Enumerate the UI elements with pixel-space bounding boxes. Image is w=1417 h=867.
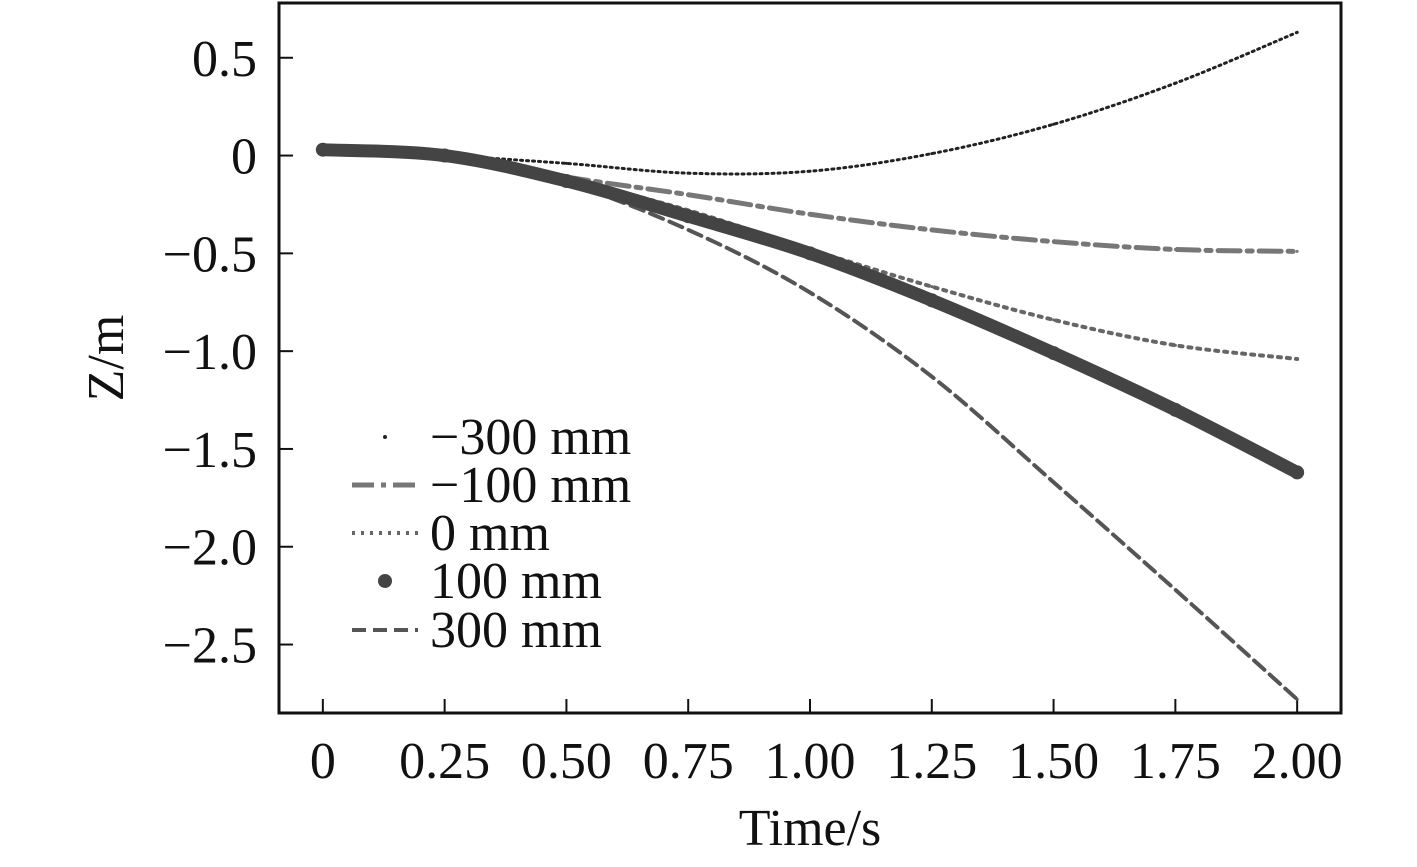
legend-label-2: 0 mm (430, 505, 550, 562)
data-point-series-3 (1046, 346, 1061, 361)
data-point-series-0 (808, 169, 812, 173)
data-point-series-3 (1290, 465, 1305, 480)
data-point-series-1 (808, 212, 812, 216)
data-point-series-3 (924, 293, 939, 308)
x-axis: 0 0.25 0.50 0.75 1.00 1.25 1.50 1.75 2.00 (310, 699, 1343, 790)
data-point-series-0 (1052, 122, 1056, 126)
y-tick-label: 0.5 (192, 31, 257, 88)
y-axis: 0.5 0 −0.5 −1.0 −1.5 −2.0 −2.5 (163, 31, 293, 675)
y-tick-label: −0.5 (163, 226, 257, 283)
x-tick-label: 1.75 (1130, 733, 1221, 790)
data-point-series-4 (1295, 697, 1299, 701)
data-point-series-4 (686, 228, 690, 232)
data-point-series-3 (1168, 402, 1183, 417)
series-layer (315, 30, 1305, 702)
data-point-series-4 (808, 290, 812, 294)
data-point-series-1 (1052, 240, 1056, 244)
data-point-series-1 (1295, 249, 1299, 253)
data-point-series-1 (686, 193, 690, 197)
data-point-series-3 (437, 148, 452, 163)
legend-label-4: 300 mm (430, 602, 602, 659)
x-tick-label: 2.00 (1252, 733, 1343, 790)
data-point-series-1 (1173, 247, 1177, 251)
data-point-series-0 (930, 152, 934, 156)
data-point-series-2 (930, 285, 934, 289)
y-tick-label: −1.0 (163, 324, 257, 381)
x-tick-label: 1.00 (765, 733, 856, 790)
x-tick-label: 1.50 (1008, 733, 1099, 790)
data-point-series-3 (559, 173, 574, 188)
y-tick-label: −1.5 (163, 422, 257, 479)
x-tick-label: 0.25 (399, 733, 490, 790)
legend-swatch-0 (383, 435, 387, 439)
data-point-series-2 (1173, 343, 1177, 347)
data-point-series-3 (681, 209, 696, 224)
data-point-series-2 (1052, 318, 1056, 322)
data-point-series-3 (803, 246, 817, 261)
x-tick-label: 0.75 (643, 733, 734, 790)
data-point-series-0 (1173, 81, 1177, 85)
x-tick-label: 1.25 (886, 733, 977, 790)
data-point-series-0 (1295, 30, 1299, 34)
legend-label-0: −300 mm (430, 409, 631, 466)
y-tick-label: −2.0 (163, 520, 257, 577)
y-tick-label: −2.5 (163, 618, 257, 675)
x-tick-label: 0.50 (521, 733, 612, 790)
data-point-series-3 (315, 142, 330, 157)
data-point-series-0 (564, 161, 568, 165)
data-point-series-1 (930, 228, 934, 232)
data-point-series-2 (1295, 357, 1299, 361)
data-point-series-4 (1173, 588, 1177, 592)
data-point-series-4 (1052, 480, 1056, 484)
data-point-series-4 (930, 375, 934, 379)
legend-label-1: −100 mm (430, 457, 631, 514)
x-tick-label: 0 (310, 733, 336, 790)
y-axis-title: Z/m (78, 315, 135, 402)
x-axis-title: Time/s (739, 800, 882, 857)
y-tick-label: 0 (231, 129, 257, 186)
legend-label-3: 100 mm (430, 553, 602, 610)
legend-swatch-3 (378, 574, 392, 588)
data-point-series-0 (686, 171, 690, 175)
